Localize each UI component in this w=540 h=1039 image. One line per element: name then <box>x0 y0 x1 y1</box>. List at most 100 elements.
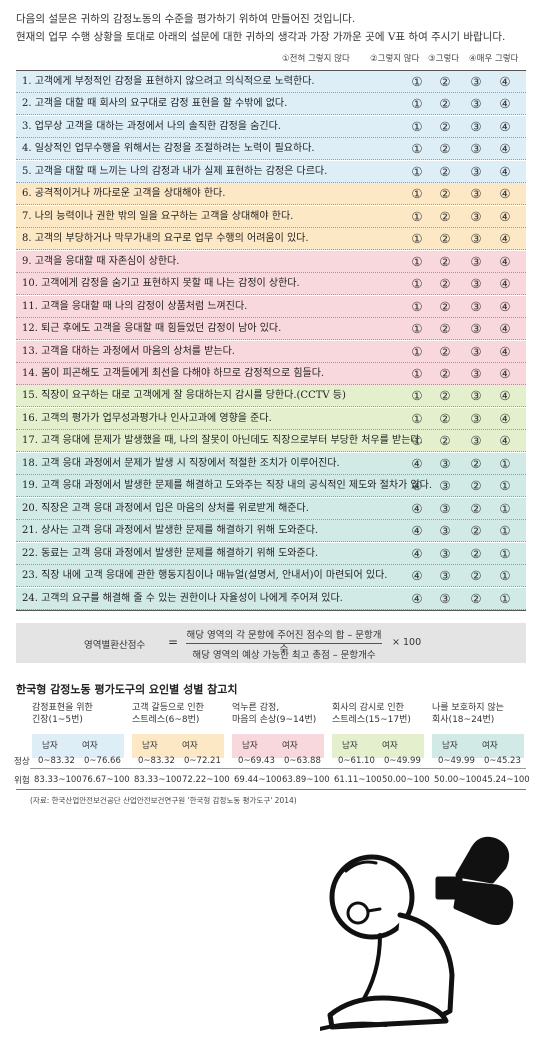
answer-option[interactable]: ③ <box>439 523 451 539</box>
answer-option[interactable]: ③ <box>439 500 451 516</box>
answer-option[interactable]: ① <box>411 231 423 247</box>
answer-option[interactable]: ① <box>499 455 511 471</box>
answer-option[interactable]: ② <box>439 96 451 112</box>
formula-equals: = <box>168 635 179 649</box>
answer-option[interactable]: ② <box>439 321 451 337</box>
answer-option[interactable]: ③ <box>439 568 451 584</box>
answer-option[interactable]: ④ <box>499 433 511 449</box>
answer-option[interactable]: ③ <box>470 231 482 247</box>
answer-option[interactable]: ④ <box>499 118 511 134</box>
answer-option[interactable]: ① <box>499 545 511 561</box>
answer-option[interactable]: ④ <box>499 388 511 404</box>
answer-option[interactable]: ① <box>411 118 423 134</box>
answer-option[interactable]: ④ <box>411 568 423 584</box>
answer-option[interactable]: ① <box>411 388 423 404</box>
answer-option[interactable]: ② <box>470 545 482 561</box>
answer-option[interactable]: ② <box>439 141 451 157</box>
answer-option[interactable]: ② <box>439 253 451 269</box>
answer-option[interactable]: ④ <box>499 410 511 426</box>
answer-option[interactable]: ① <box>499 568 511 584</box>
answer-option[interactable]: ① <box>411 141 423 157</box>
answer-option[interactable]: ② <box>439 298 451 314</box>
answer-option[interactable]: ④ <box>411 545 423 561</box>
answer-option[interactable]: ② <box>439 186 451 202</box>
answer-option[interactable]: ① <box>411 433 423 449</box>
answer-option[interactable]: ① <box>499 478 511 494</box>
answer-option[interactable]: ① <box>411 321 423 337</box>
answer-option[interactable]: ② <box>470 568 482 584</box>
answer-option[interactable]: ④ <box>411 523 423 539</box>
answer-option[interactable]: ③ <box>470 410 482 426</box>
answer-option[interactable]: ② <box>439 388 451 404</box>
answer-option[interactable]: ② <box>470 455 482 471</box>
answer-option[interactable]: ④ <box>499 163 511 179</box>
answer-option[interactable]: ① <box>411 298 423 314</box>
answer-option[interactable]: ④ <box>411 500 423 516</box>
answer-option[interactable]: ① <box>411 253 423 269</box>
answer-option[interactable]: ② <box>470 500 482 516</box>
answer-option[interactable]: ① <box>499 500 511 516</box>
answer-option[interactable]: ② <box>439 208 451 224</box>
answer-option[interactable]: ③ <box>470 74 482 89</box>
answer-option[interactable]: ④ <box>411 455 423 471</box>
answer-option[interactable]: ① <box>411 410 423 426</box>
answer-option[interactable]: ④ <box>499 276 511 292</box>
answer-option[interactable]: ③ <box>470 253 482 269</box>
answer-option[interactable]: ② <box>470 523 482 539</box>
answer-option[interactable]: ③ <box>470 298 482 314</box>
answer-option[interactable]: ④ <box>499 141 511 157</box>
answer-option[interactable]: ④ <box>499 298 511 314</box>
answer-option[interactable]: ③ <box>470 118 482 134</box>
answer-option[interactable]: ④ <box>499 253 511 269</box>
male-label: 남자 <box>442 741 458 751</box>
answer-option[interactable]: ③ <box>439 455 451 471</box>
question-text: 6. 공격적이거나 까다로운 고객을 상대해야 한다. <box>22 188 226 200</box>
answer-option[interactable]: ② <box>470 478 482 494</box>
answer-option[interactable]: ① <box>411 96 423 112</box>
answer-option[interactable]: ② <box>439 163 451 179</box>
answer-option[interactable]: ③ <box>470 433 482 449</box>
answer-option[interactable]: ③ <box>470 141 482 157</box>
answer-option[interactable]: ② <box>439 365 451 381</box>
answer-option[interactable]: ① <box>411 74 423 89</box>
answer-option[interactable]: ② <box>439 343 451 359</box>
answer-option[interactable]: ③ <box>470 276 482 292</box>
answer-option[interactable]: ① <box>411 276 423 292</box>
answer-option[interactable]: ① <box>499 523 511 539</box>
answer-option[interactable]: ② <box>439 410 451 426</box>
answer-option[interactable]: ① <box>499 590 511 606</box>
answer-option[interactable]: ② <box>470 590 482 606</box>
answer-option[interactable]: ④ <box>411 590 423 606</box>
answer-option[interactable]: ④ <box>499 231 511 247</box>
answer-option[interactable]: ④ <box>499 365 511 381</box>
answer-option[interactable]: ② <box>439 74 451 89</box>
answer-option[interactable]: ② <box>439 433 451 449</box>
answer-option[interactable]: ① <box>411 186 423 202</box>
answer-option[interactable]: ③ <box>470 321 482 337</box>
answer-option[interactable]: ④ <box>499 96 511 112</box>
reference-title: 한국형 감정노동 평가도구의 요인별 성별 참고치 <box>16 683 238 696</box>
answer-option[interactable]: ④ <box>499 321 511 337</box>
answer-option[interactable]: ④ <box>411 478 423 494</box>
answer-option[interactable]: ③ <box>470 365 482 381</box>
answer-option[interactable]: ① <box>411 163 423 179</box>
answer-option[interactable]: ② <box>439 231 451 247</box>
answer-option[interactable]: ④ <box>499 186 511 202</box>
answer-option[interactable]: ④ <box>499 74 511 89</box>
answer-option[interactable]: ② <box>439 118 451 134</box>
answer-option[interactable]: ③ <box>470 96 482 112</box>
answer-option[interactable]: ④ <box>499 208 511 224</box>
answer-option[interactable]: ③ <box>470 163 482 179</box>
answer-option[interactable]: ③ <box>439 545 451 561</box>
answer-option[interactable]: ③ <box>470 186 482 202</box>
answer-option[interactable]: ① <box>411 365 423 381</box>
answer-option[interactable]: ④ <box>499 343 511 359</box>
answer-option[interactable]: ③ <box>439 478 451 494</box>
answer-option[interactable]: ① <box>411 208 423 224</box>
answer-option[interactable]: ③ <box>439 590 451 606</box>
answer-option[interactable]: ③ <box>470 208 482 224</box>
answer-option[interactable]: ① <box>411 343 423 359</box>
answer-option[interactable]: ③ <box>470 388 482 404</box>
answer-option[interactable]: ② <box>439 276 451 292</box>
answer-option[interactable]: ③ <box>470 343 482 359</box>
